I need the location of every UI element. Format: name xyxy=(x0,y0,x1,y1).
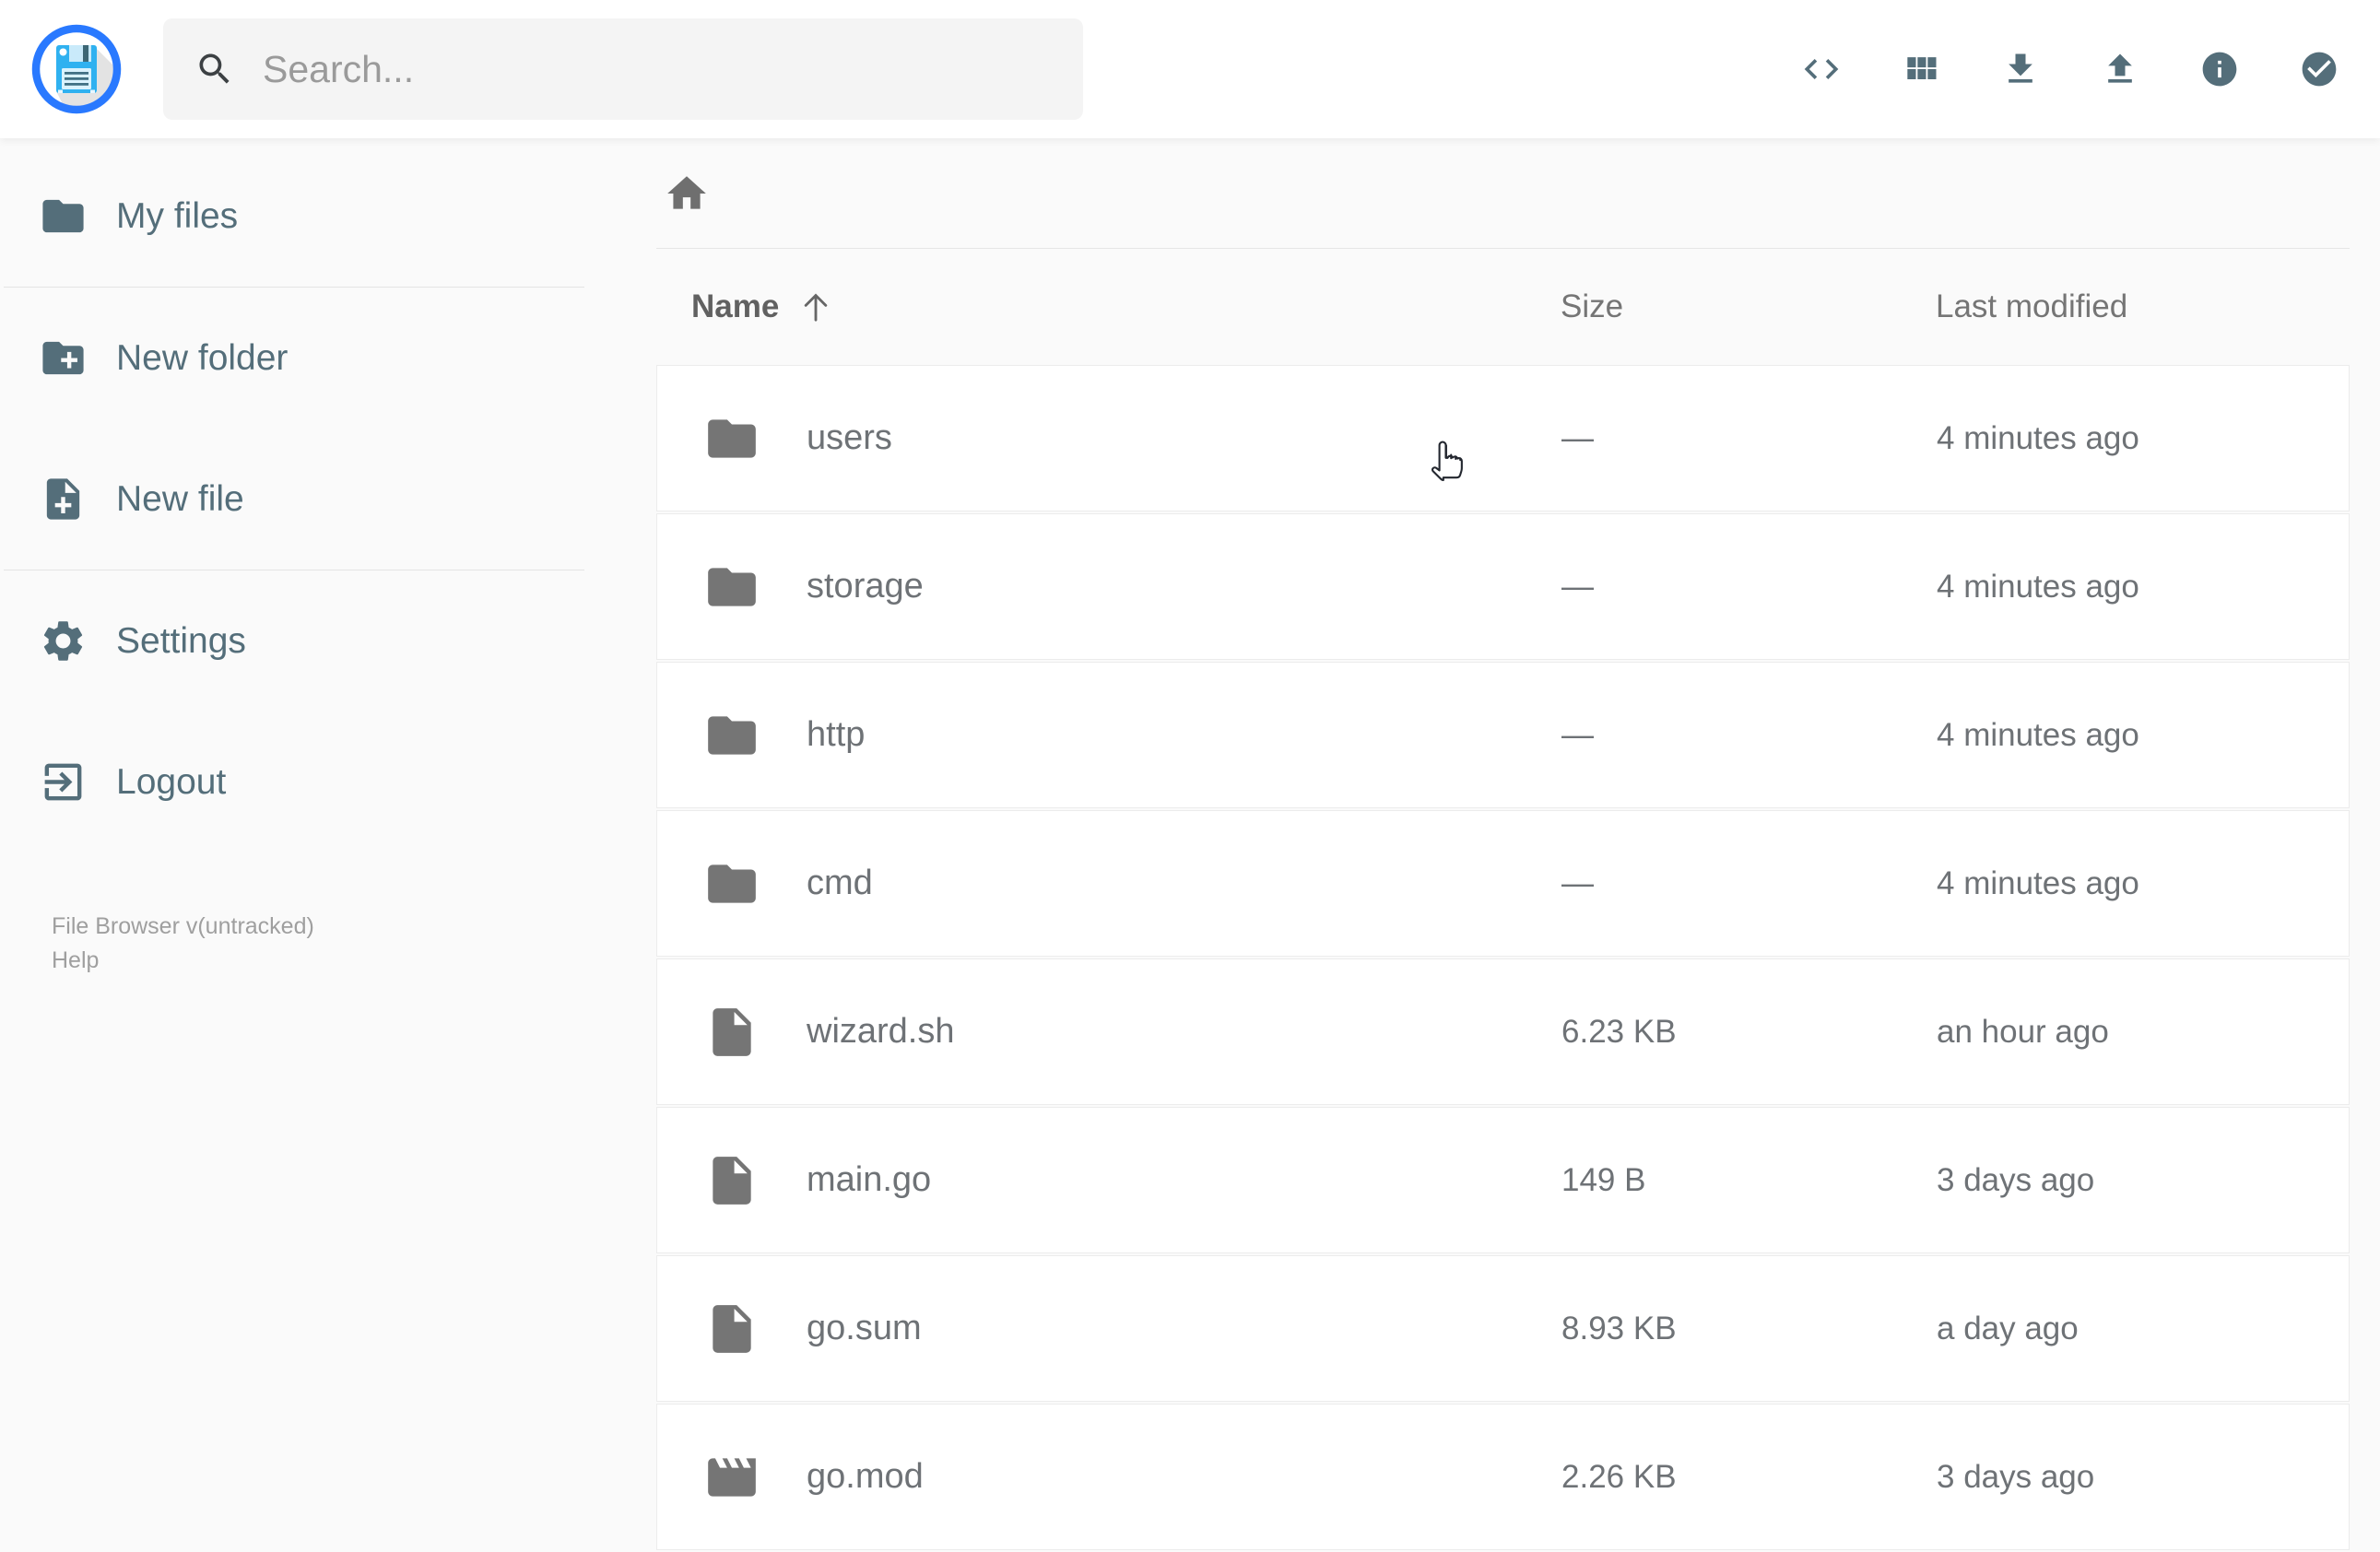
new-file-icon xyxy=(39,475,88,523)
header-actions xyxy=(1801,49,2339,89)
file-icon xyxy=(703,1004,760,1061)
select-multiple-button[interactable] xyxy=(2299,49,2339,89)
search-icon xyxy=(194,49,235,89)
column-header-modified[interactable]: Last modified xyxy=(1936,288,2128,324)
file-name: wizard.sh xyxy=(807,1012,955,1051)
file-name: http xyxy=(807,715,866,754)
file-name: cmd xyxy=(807,864,873,902)
grid-view-icon xyxy=(1901,49,1941,89)
file-name-cell: http xyxy=(657,707,1561,764)
help-link[interactable]: Help xyxy=(52,947,100,973)
sidebar-item-new-folder[interactable]: New folder xyxy=(0,288,584,429)
download-icon xyxy=(2000,49,2041,89)
file-name-cell: wizard.sh xyxy=(657,1004,1561,1061)
file-name: go.sum xyxy=(807,1309,922,1347)
upload-button[interactable] xyxy=(2100,49,2140,89)
file-modified: 4 minutes ago xyxy=(1937,864,2139,901)
file-modified: 3 days ago xyxy=(1937,1458,2095,1495)
check-circle-icon xyxy=(2299,49,2339,89)
home-button[interactable] xyxy=(664,170,710,217)
sidebar-item-new-file[interactable]: New file xyxy=(0,429,584,570)
file-modified: a day ago xyxy=(1937,1310,2079,1346)
file-size: 2.26 KB xyxy=(1561,1458,1677,1495)
file-icon xyxy=(703,1152,760,1209)
file-name-cell: go.sum xyxy=(657,1300,1561,1358)
file-listing: Name Size Last modified users — 4 minute… xyxy=(656,138,2350,1552)
file-row[interactable]: go.mod 2.26 KB 3 days ago xyxy=(656,1404,2350,1550)
info-icon xyxy=(2199,49,2240,89)
folder-icon xyxy=(703,707,760,764)
top-bar xyxy=(0,0,2380,138)
home-icon xyxy=(664,170,710,217)
file-name: storage xyxy=(807,567,924,606)
folder-icon xyxy=(703,855,760,912)
file-icon xyxy=(703,1300,760,1358)
shell-button[interactable] xyxy=(1801,49,1842,89)
code-icon xyxy=(1801,49,1842,89)
switch-view-button[interactable] xyxy=(1901,49,1941,89)
file-row[interactable]: go.sum 8.93 KB a day ago xyxy=(656,1255,2350,1402)
info-button[interactable] xyxy=(2199,49,2240,89)
file-row[interactable]: main.go 149 B 3 days ago xyxy=(656,1107,2350,1253)
logout-icon xyxy=(39,758,88,806)
file-row[interactable]: users — 4 minutes ago xyxy=(656,365,2350,511)
file-name-cell: cmd xyxy=(657,855,1561,912)
file-size: — xyxy=(1561,419,1594,456)
file-row[interactable]: cmd — 4 minutes ago xyxy=(656,810,2350,957)
new-folder-icon xyxy=(39,334,88,382)
file-row[interactable]: storage — 4 minutes ago xyxy=(656,513,2350,660)
sidebar-item-settings[interactable]: Settings xyxy=(0,570,584,711)
sidebar: My files New folder New file Settings Lo… xyxy=(0,138,584,978)
file-modified: an hour ago xyxy=(1937,1013,2109,1050)
breadcrumb xyxy=(656,138,2350,249)
filebrowser-logo-icon xyxy=(30,23,123,115)
file-size: — xyxy=(1561,864,1594,901)
arrow-up-icon xyxy=(797,288,834,325)
download-button[interactable] xyxy=(2000,49,2041,89)
search-input[interactable] xyxy=(263,18,1083,120)
file-modified: 4 minutes ago xyxy=(1937,716,2139,753)
sidebar-item-logout[interactable]: Logout xyxy=(0,711,584,852)
file-modified: 4 minutes ago xyxy=(1937,568,2139,605)
file-name: go.mod xyxy=(807,1457,924,1496)
file-row[interactable]: wizard.sh 6.23 KB an hour ago xyxy=(656,958,2350,1105)
file-name: main.go xyxy=(807,1160,932,1199)
sidebar-item-label: My files xyxy=(116,195,239,236)
listing-header: Name Size Last modified xyxy=(656,249,2350,365)
file-name-cell: users xyxy=(657,410,1561,467)
sidebar-item-label: Logout xyxy=(116,761,227,802)
file-modified: 3 days ago xyxy=(1937,1161,2095,1198)
column-header-name[interactable]: Name xyxy=(656,288,1561,325)
file-name-cell: main.go xyxy=(657,1152,1561,1209)
version-link[interactable]: File Browser v(untracked) xyxy=(52,913,314,939)
file-modified: 4 minutes ago xyxy=(1937,419,2139,456)
sort-ascending-button[interactable] xyxy=(797,288,834,325)
folder-icon xyxy=(703,410,760,467)
sidebar-item-label: New file xyxy=(116,478,244,519)
movie-icon xyxy=(703,1449,760,1506)
file-size: — xyxy=(1561,568,1594,605)
search-bar[interactable] xyxy=(163,18,1083,120)
file-size: 6.23 KB xyxy=(1561,1013,1677,1050)
listing-rows: users — 4 minutes ago storage — 4 minute… xyxy=(656,365,2350,1550)
sidebar-item-label: Settings xyxy=(116,620,246,661)
sidebar-item-label: New folder xyxy=(116,337,289,378)
file-name-cell: go.mod xyxy=(657,1449,1561,1506)
file-row[interactable]: http — 4 minutes ago xyxy=(656,662,2350,808)
column-header-size[interactable]: Size xyxy=(1561,288,1624,324)
sidebar-footer: File Browser v(untracked) Help xyxy=(52,910,584,978)
sidebar-divider xyxy=(4,287,584,288)
folder-icon xyxy=(39,192,88,241)
settings-icon xyxy=(39,617,88,665)
file-size: 8.93 KB xyxy=(1561,1310,1677,1346)
file-size: — xyxy=(1561,716,1594,753)
folder-icon xyxy=(703,558,760,616)
file-name: users xyxy=(807,418,892,457)
file-name-cell: storage xyxy=(657,558,1561,616)
upload-icon xyxy=(2100,49,2140,89)
file-size: 149 B xyxy=(1561,1161,1646,1198)
sidebar-item-my-files[interactable]: My files xyxy=(0,146,584,287)
